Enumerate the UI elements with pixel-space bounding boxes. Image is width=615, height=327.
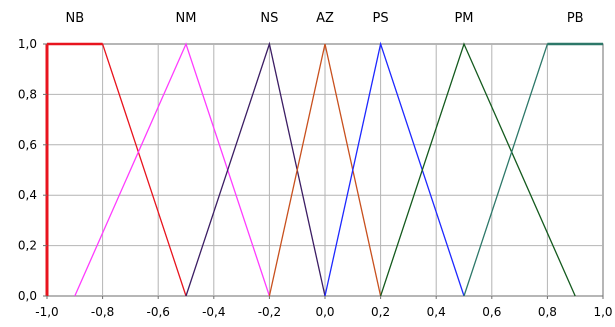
- x-tick-label: -0,6: [146, 305, 169, 319]
- y-tick-label: 0,4: [18, 188, 37, 202]
- set-label-ps: PS: [373, 11, 389, 26]
- series-line-ps: [324, 41, 465, 297]
- set-label-pm: PM: [454, 11, 473, 26]
- set-label-ns: NS: [260, 11, 278, 26]
- x-tick-label: -1,0: [35, 305, 58, 319]
- set-label-nb: NB: [65, 11, 84, 26]
- x-tick-label: 0,8: [538, 305, 557, 319]
- set-label-pb: PB: [567, 11, 584, 26]
- y-tick-label: 0,2: [18, 239, 37, 253]
- y-tick-label: 1,0: [18, 37, 37, 51]
- x-tick-label: 1,0: [593, 305, 612, 319]
- series-line-nm: [74, 42, 271, 297]
- y-tick-label: 0,0: [18, 289, 37, 303]
- set-label-az: AZ: [316, 11, 334, 26]
- x-tick-label: 0,6: [482, 305, 501, 319]
- series-line-az: [268, 43, 382, 297]
- x-tick-label: 0,0: [315, 305, 334, 319]
- y-tick-label: 0,8: [18, 87, 37, 101]
- series-line-ns: [185, 41, 326, 297]
- x-tick-label: -0,2: [258, 305, 281, 319]
- x-tick-label: 0,4: [427, 305, 446, 319]
- y-tick-label: 0,6: [18, 138, 37, 152]
- series-line-pm: [379, 42, 576, 297]
- x-tick-label: 0,2: [371, 305, 390, 319]
- set-label-nm: NM: [176, 11, 197, 26]
- x-tick-label: -0,8: [91, 305, 114, 319]
- x-tick-label: -0,4: [202, 305, 225, 319]
